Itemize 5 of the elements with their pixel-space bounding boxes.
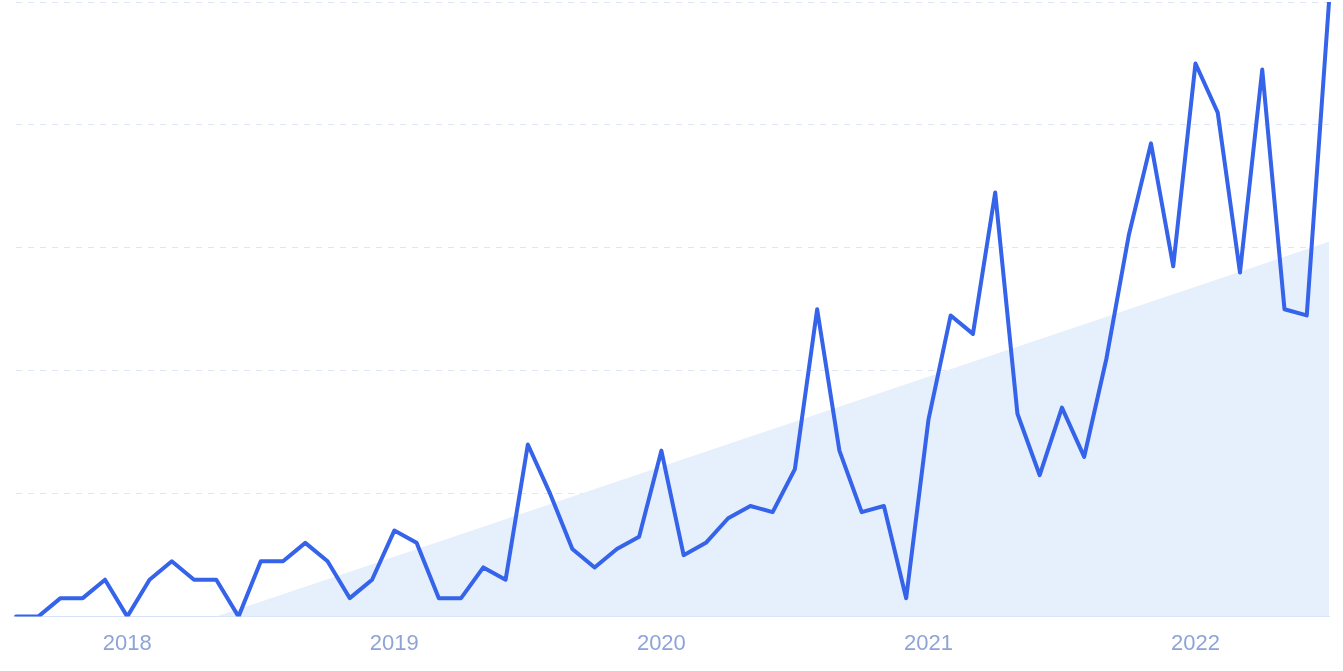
- x-tick-label: 2022: [1171, 629, 1220, 655]
- x-tick-label: 2018: [102, 629, 152, 655]
- x-tick-label: 2020: [636, 629, 686, 655]
- x-tick-label: 2019: [369, 629, 419, 655]
- x-tick-label: 2021: [903, 629, 953, 655]
